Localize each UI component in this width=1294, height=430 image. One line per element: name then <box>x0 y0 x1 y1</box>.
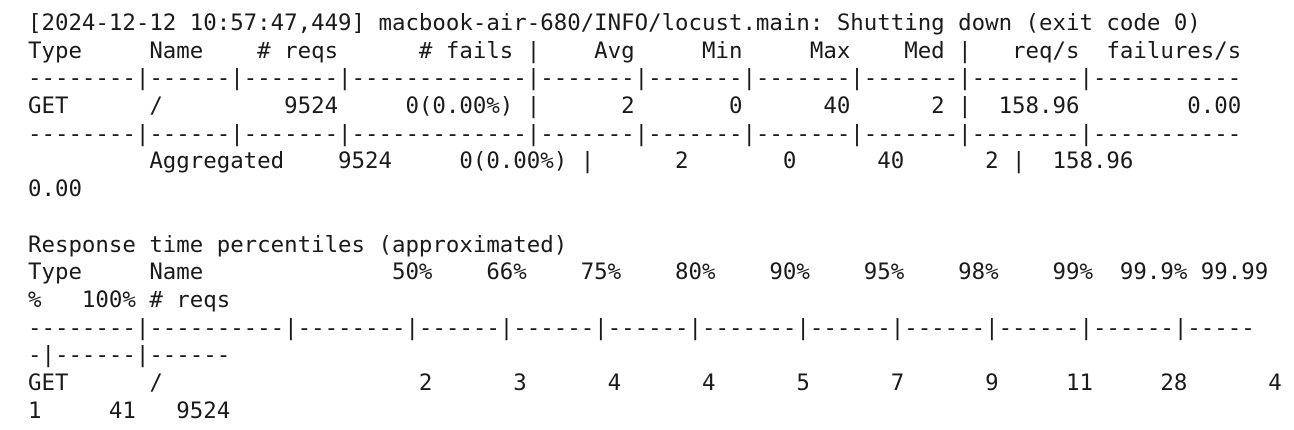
blank-line <box>28 204 1294 232</box>
stats-header-row: Type Name # reqs # fails | Avg Min Max M… <box>28 37 1242 64</box>
percentiles-title: Response time percentiles (approximated) <box>28 231 568 258</box>
percentiles-separator: --------|----------|--------|------|----… <box>28 314 1255 341</box>
percentiles-separator-wrap: -|------|------ <box>28 342 231 369</box>
percentiles-header-wrap: % 100% # reqs <box>28 286 231 313</box>
percentiles-header-row: Type Name 50% 66% 75% 80% 90% 95% 98% 99… <box>28 259 1269 286</box>
stats-row-get: GET / 9524 0(0.00%) | 2 0 40 2 | 158.96 … <box>28 93 1242 120</box>
stats-row-aggregated: Aggregated 9524 0(0.00%) | 2 0 40 2 | 15… <box>28 148 1134 175</box>
percentiles-row-get-wrap: 1 41 9524 <box>28 397 231 424</box>
stats-separator: --------|------|-------|-------------|--… <box>28 65 1242 92</box>
log-shutdown-line: [2024-12-12 10:57:47,449] macbook-air-68… <box>28 10 1201 36</box>
stats-separator: --------|------|-------|-------------|--… <box>28 120 1242 147</box>
stats-row-aggregated-wrap: 0.00 <box>28 176 82 203</box>
percentiles-row-get: GET / 2 3 4 4 5 7 9 11 28 4 <box>28 369 1282 396</box>
